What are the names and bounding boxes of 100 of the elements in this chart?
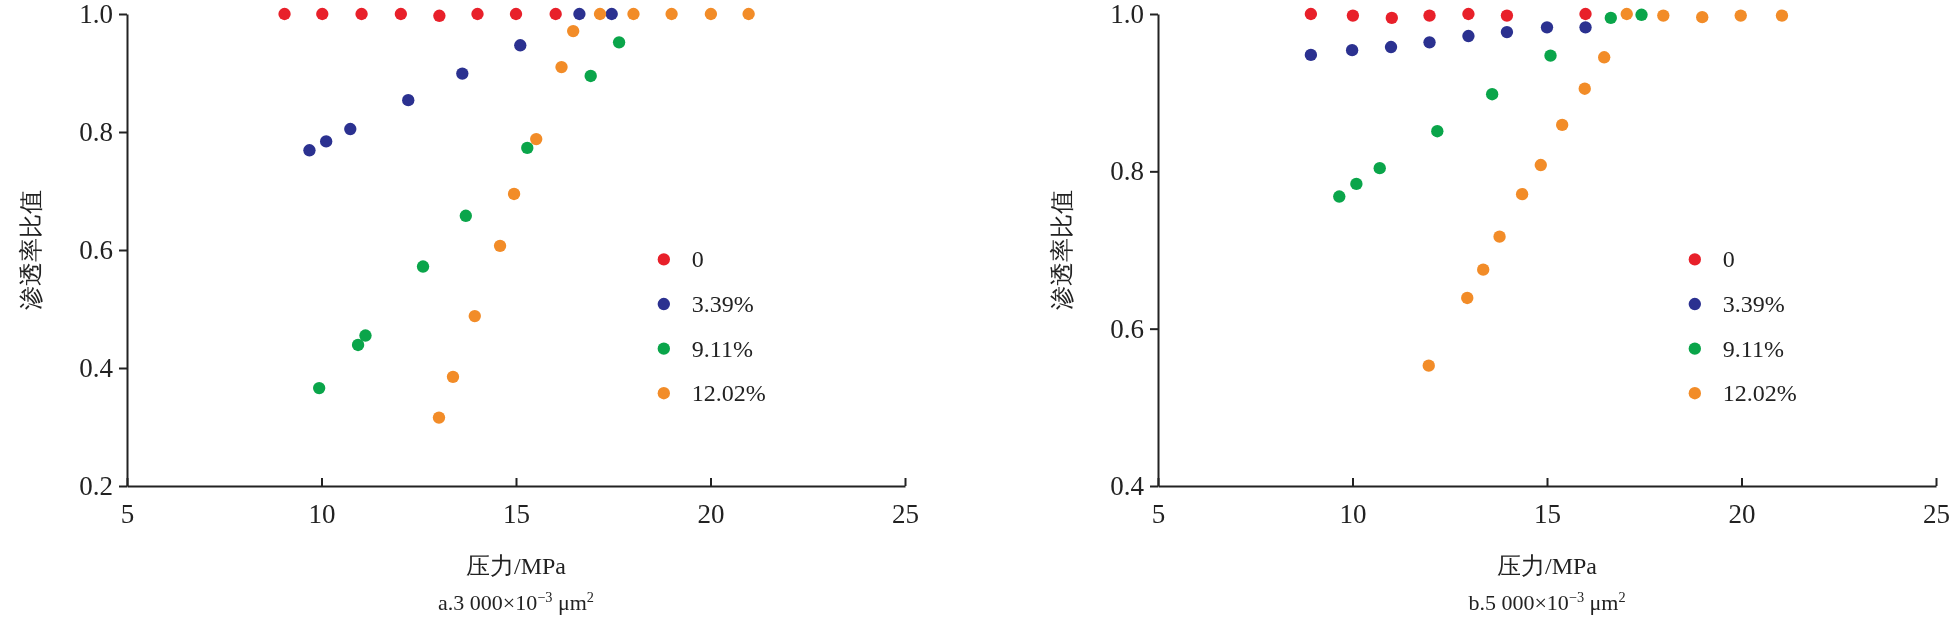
point (1423, 36, 1436, 49)
legend-label: 12.02% (1722, 380, 1797, 407)
point (355, 7, 368, 21)
point (471, 7, 484, 21)
x-tick-label: 5 (1151, 499, 1166, 530)
point (1385, 11, 1398, 25)
x-tick-label: 25 (1923, 499, 1950, 530)
y-tick-label: 1.0 (1110, 0, 1144, 30)
point (1620, 7, 1633, 21)
point (1423, 9, 1436, 22)
point (1422, 359, 1435, 372)
point (1578, 82, 1591, 95)
x-tick-label: 20 (697, 499, 725, 530)
point (627, 7, 640, 21)
y-tick-label: 0.8 (79, 117, 113, 148)
point (1534, 158, 1547, 172)
y-tick-label: 0.4 (79, 353, 114, 384)
point (573, 7, 586, 21)
text: a.3 000×10$^{−3}$ μm$^{2}$ (438, 589, 594, 615)
y-tick-label: 0.4 (1110, 471, 1145, 502)
point (394, 7, 408, 21)
point (1477, 263, 1490, 276)
text: b.5 000×10$^{−3}$ μm$^{2}$ (1468, 589, 1626, 615)
y-tick-label: 0.6 (1110, 313, 1144, 344)
point (1500, 9, 1514, 22)
point (1515, 187, 1529, 201)
point (1775, 9, 1789, 22)
point (521, 141, 534, 155)
point (1462, 29, 1475, 43)
legend-label: 9.11% (691, 335, 753, 362)
point (1544, 49, 1557, 62)
point (456, 67, 469, 80)
point (468, 309, 481, 323)
point (605, 7, 618, 21)
point (1350, 177, 1363, 191)
legend-label: 0 (1722, 246, 1735, 273)
y-tick-label: 0.6 (79, 235, 113, 266)
point (1635, 8, 1648, 21)
point (351, 338, 365, 352)
x-tick-label: 15 (1534, 499, 1561, 530)
point (1540, 21, 1554, 34)
y-tick-label: 1.0 (79, 0, 113, 30)
point (1333, 190, 1346, 203)
legend-label: 12.02% (691, 380, 766, 407)
point (507, 187, 521, 201)
x-axis-title: 压力/MPa (465, 553, 567, 579)
legend-label: 3.39% (691, 291, 754, 318)
point (1500, 25, 1514, 39)
y-tick-label: 0.8 (1110, 156, 1144, 187)
point (319, 135, 333, 148)
point (446, 370, 460, 384)
point (1346, 9, 1360, 22)
point (1598, 51, 1611, 64)
point (593, 7, 607, 21)
point (416, 260, 430, 273)
point (549, 7, 562, 21)
point (1304, 7, 1318, 21)
point (1431, 125, 1444, 138)
point (612, 36, 626, 49)
point (1485, 88, 1499, 101)
point (1384, 40, 1398, 54)
y-axis-title: 渗透率比值 (1049, 190, 1075, 310)
legend-label: 0 (691, 246, 704, 273)
point (1734, 9, 1747, 22)
x-tick-label: 15 (503, 499, 530, 530)
legend-label: 9.11% (1722, 335, 1784, 362)
point (509, 7, 523, 21)
x-tick-label: 5 (120, 499, 135, 530)
point (493, 239, 507, 253)
point (555, 60, 568, 74)
point (1555, 118, 1569, 132)
point (1462, 7, 1475, 21)
point (567, 24, 580, 38)
point (344, 122, 357, 136)
legend-label: 3.39% (1722, 291, 1785, 318)
point (316, 7, 329, 21)
point (1304, 48, 1318, 62)
point (1579, 21, 1592, 34)
point (1696, 10, 1709, 24)
point (278, 7, 291, 21)
point (742, 7, 755, 21)
point (1461, 291, 1474, 305)
point (514, 39, 527, 52)
y-tick-label: 0.2 (79, 471, 113, 502)
point (1373, 162, 1386, 175)
point (312, 381, 326, 395)
x-tick-label: 10 (1339, 499, 1367, 530)
point (432, 411, 446, 424)
point (665, 7, 678, 21)
point (359, 329, 372, 342)
x-tick-label: 20 (1728, 499, 1756, 530)
point (1657, 9, 1670, 22)
point (584, 69, 597, 83)
point (459, 209, 472, 222)
point (1345, 44, 1359, 57)
y-axis-title: 渗透率比值 (18, 190, 44, 310)
point (1579, 7, 1592, 21)
point (303, 144, 316, 157)
point (530, 132, 543, 146)
x-axis-title: 压力/MPa (1496, 553, 1598, 579)
